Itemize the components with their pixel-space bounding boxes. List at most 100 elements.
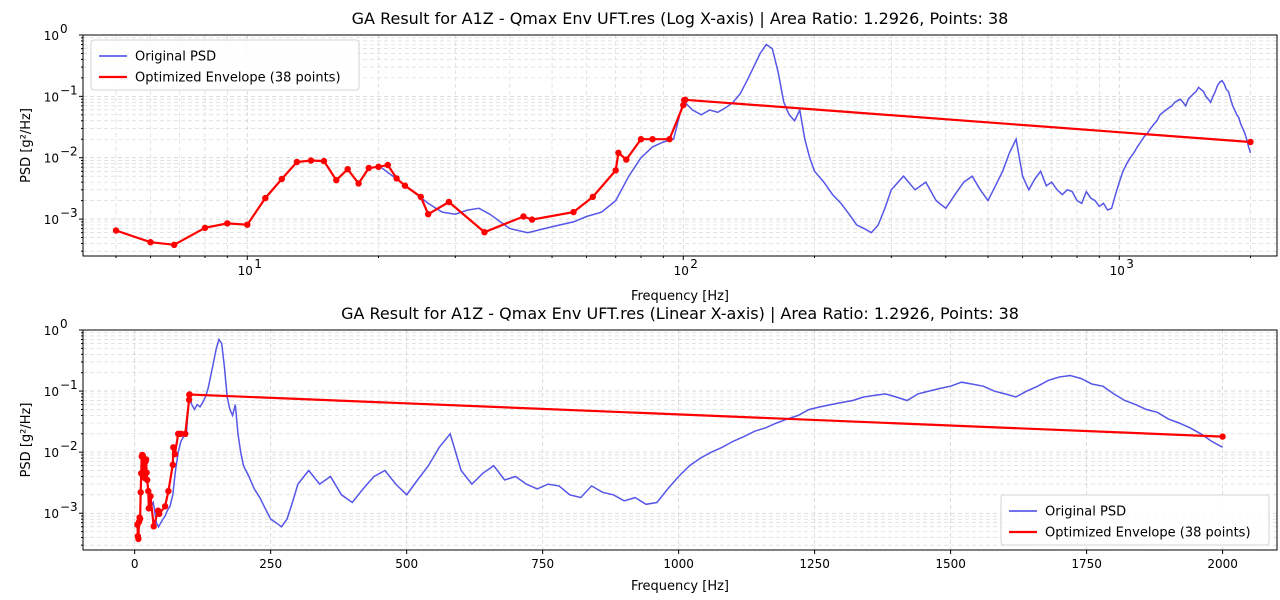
y-tick-label: 10 — [44, 29, 59, 43]
envelope-point — [186, 391, 193, 398]
envelope-point — [393, 175, 400, 182]
psd-line — [144, 337, 1223, 529]
x-tick-exponent: 1 — [254, 257, 262, 271]
x-tick-label: 10 — [674, 264, 689, 278]
legend-label: Optimized Envelope (38 points) — [1045, 526, 1251, 541]
y-tick-label: 10 — [44, 507, 59, 521]
plot-frame — [82, 34, 1278, 257]
envelope-point — [623, 156, 630, 163]
psd-line — [378, 43, 1252, 234]
envelope-point — [144, 476, 151, 484]
envelope-point — [649, 136, 656, 143]
envelope-point — [589, 193, 596, 201]
legend-box — [90, 39, 360, 91]
x-tick-label: 10 — [238, 264, 253, 278]
envelope-point — [637, 136, 645, 143]
legend-label: Original PSD — [1045, 505, 1126, 520]
envelope-point — [520, 213, 527, 220]
envelope-point — [161, 503, 169, 510]
envelope-point — [147, 239, 154, 246]
envelope-point — [137, 489, 144, 496]
envelope-point — [143, 469, 150, 476]
envelope-point — [384, 161, 391, 169]
x-tick-label: 1750 — [1071, 557, 1102, 571]
envelope-point — [481, 229, 488, 236]
envelope-point — [150, 523, 157, 530]
envelope-point — [244, 221, 251, 228]
envelope-point — [169, 461, 176, 468]
envelope-point — [224, 220, 231, 227]
plot-frame — [82, 329, 1278, 551]
legend-box — [1000, 494, 1270, 546]
envelope-point — [135, 535, 142, 543]
envelope-point — [680, 101, 687, 109]
x-tick-label: 1250 — [799, 557, 830, 571]
x-tick-label: 250 — [259, 557, 282, 571]
envelope-point — [171, 450, 179, 458]
envelope-point — [201, 224, 209, 231]
y-tick-label: 10 — [44, 446, 59, 460]
chart-title: GA Result for A1Z - Qmax Env UFT.res (Lo… — [352, 9, 1009, 28]
envelope-point — [401, 182, 409, 189]
legend-label: Original PSD — [135, 50, 216, 65]
y-tick-exponent: −2 — [60, 439, 78, 453]
x-tick-label: 0 — [131, 557, 139, 571]
envelope-point — [375, 163, 382, 170]
y-tick-exponent: −1 — [60, 83, 78, 97]
y-tick-label: 10 — [44, 213, 59, 227]
envelope-point — [355, 180, 362, 187]
x-tick-label: 1000 — [663, 557, 694, 571]
envelope-point — [615, 149, 622, 156]
x-axis-label: Frequency [Hz] — [631, 579, 729, 594]
envelope-point — [165, 487, 172, 495]
envelope-point — [445, 198, 453, 206]
envelope-point — [156, 510, 163, 517]
envelope-point — [170, 444, 177, 451]
envelope-point — [612, 167, 619, 174]
envelope-point — [1219, 433, 1226, 440]
envelope-point — [278, 175, 285, 183]
envelope-point — [1247, 138, 1254, 146]
envelope-point — [142, 456, 150, 463]
envelope-point — [333, 177, 340, 184]
envelope-point — [570, 208, 577, 216]
envelope-point — [185, 396, 193, 403]
envelope-point — [417, 193, 424, 201]
x-tick-label: 2000 — [1207, 557, 1238, 571]
envelope-point — [171, 241, 178, 248]
envelope-point — [307, 157, 315, 164]
envelope-point — [682, 96, 689, 104]
y-axis-label: PSD [g²/Hz] — [19, 403, 34, 478]
y-tick-label: 10 — [44, 90, 59, 104]
y-axis-label: PSD [g²/Hz] — [19, 108, 34, 183]
x-tick-label: 10 — [1110, 264, 1125, 278]
envelope-point — [425, 211, 432, 218]
envelope-point — [182, 430, 189, 437]
envelope-point — [177, 430, 185, 437]
y-tick-label: 10 — [44, 152, 59, 166]
envelope-point — [262, 194, 269, 202]
x-tick-exponent: 3 — [1126, 257, 1134, 271]
envelope-point — [528, 216, 536, 223]
y-tick-exponent: −1 — [60, 378, 78, 392]
envelope-point — [320, 157, 328, 165]
linear-x-chart: 10−310−210−110 00 250 500 750 1000 1250 1500 175… — [19, 304, 1278, 594]
x-tick-label: 500 — [395, 557, 418, 571]
y-tick-label: 10 — [44, 324, 59, 338]
x-tick-exponent: 2 — [690, 257, 698, 271]
x-tick-label: 750 — [531, 557, 554, 571]
y-tick-exponent: 0 — [60, 317, 68, 331]
envelope-point — [147, 493, 154, 500]
envelope-point — [344, 166, 351, 173]
envelope-point — [145, 487, 152, 495]
x-tick-label: 1500 — [935, 557, 966, 571]
legend-label: Optimized Envelope (38 points) — [135, 71, 341, 86]
envelope-point — [136, 515, 144, 522]
envelope-point — [666, 136, 673, 143]
y-tick-label: 10 — [44, 385, 59, 399]
envelope-point — [365, 164, 372, 172]
y-tick-exponent: 0 — [60, 22, 68, 36]
envelope-point — [145, 505, 152, 512]
